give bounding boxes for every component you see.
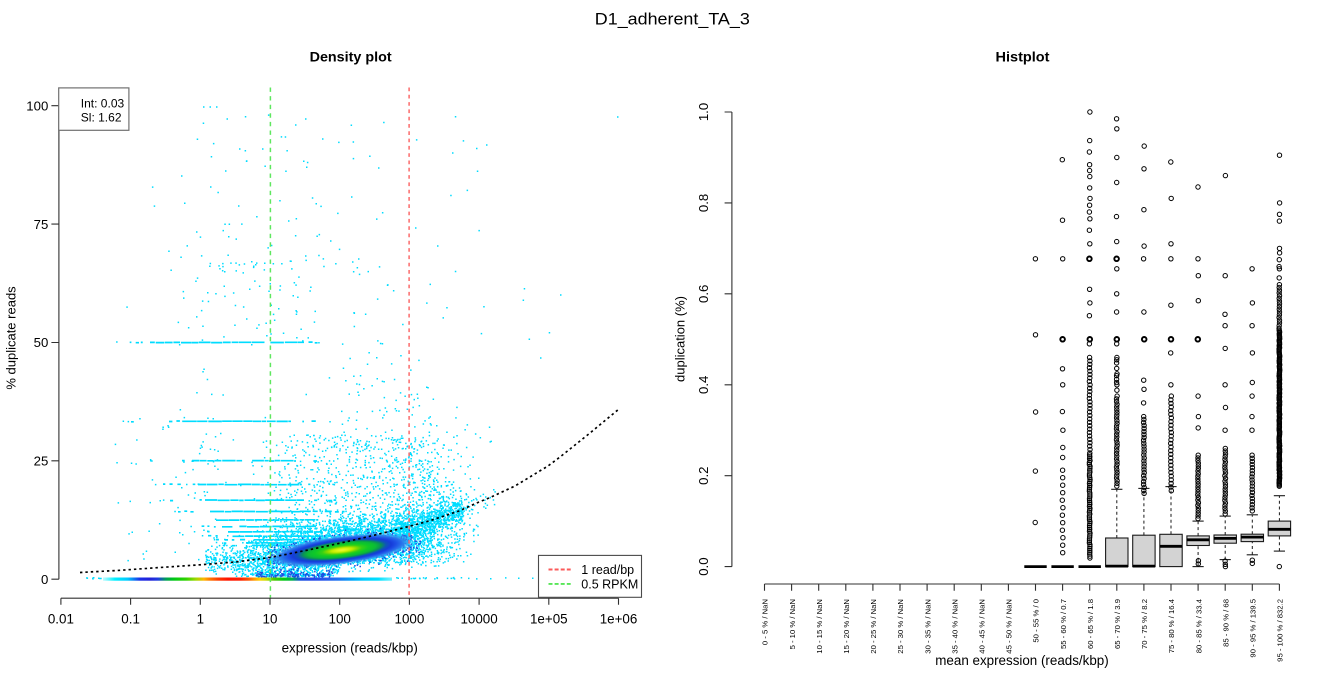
svg-text:65 - 70 % / 3.9: 65 - 70 % / 3.9 bbox=[1113, 599, 1122, 649]
svg-text:% duplicate reads: % duplicate reads bbox=[4, 286, 19, 390]
svg-text:5 - 10 % / NaN: 5 - 10 % / NaN bbox=[788, 599, 797, 649]
svg-text:25 - 30 % / NaN: 25 - 30 % / NaN bbox=[896, 599, 905, 654]
svg-text:75 - 80 % / 16.4: 75 - 80 % / 16.4 bbox=[1167, 598, 1176, 653]
svg-text:0.8: 0.8 bbox=[696, 194, 711, 212]
svg-text:1e+05: 1e+05 bbox=[530, 612, 568, 627]
svg-text:0.2: 0.2 bbox=[696, 467, 711, 485]
svg-text:95 - 100 % / 832.2: 95 - 100 % / 832.2 bbox=[1276, 599, 1285, 662]
svg-text:0.01: 0.01 bbox=[48, 612, 74, 627]
svg-text:0.4: 0.4 bbox=[696, 376, 711, 394]
svg-text:1e+06: 1e+06 bbox=[600, 612, 638, 627]
svg-text:50 - 55 % / 0: 50 - 55 % / 0 bbox=[1032, 599, 1041, 643]
svg-text:50: 50 bbox=[34, 335, 49, 350]
svg-text:100: 100 bbox=[26, 98, 48, 113]
svg-text:35 - 40 % / NaN: 35 - 40 % / NaN bbox=[950, 599, 959, 654]
svg-text:30 - 35 % / NaN: 30 - 35 % / NaN bbox=[923, 599, 932, 654]
svg-text:Histplot: Histplot bbox=[996, 49, 1050, 65]
svg-text:60 - 65 % / 1.8: 60 - 65 % / 1.8 bbox=[1086, 599, 1095, 649]
svg-text:70 - 75 % / 8.2: 70 - 75 % / 8.2 bbox=[1140, 599, 1149, 649]
svg-text:80 - 85 % / 33.4: 80 - 85 % / 33.4 bbox=[1194, 598, 1203, 653]
svg-text:40 - 45 % / NaN: 40 - 45 % / NaN bbox=[978, 599, 987, 654]
svg-text:expression (reads/kbp): expression (reads/kbp) bbox=[282, 641, 418, 656]
svg-text:10: 10 bbox=[263, 612, 278, 627]
svg-text:0.1: 0.1 bbox=[121, 612, 140, 627]
svg-text:0 - 5 % / NaN: 0 - 5 % / NaN bbox=[761, 599, 770, 645]
svg-text:0.6: 0.6 bbox=[696, 285, 711, 303]
svg-text:10000: 10000 bbox=[460, 612, 497, 627]
svg-text:Sl: 1.62: Sl: 1.62 bbox=[81, 111, 122, 125]
svg-text:0.0: 0.0 bbox=[696, 557, 711, 575]
svg-text:85 - 90 % / 68: 85 - 90 % / 68 bbox=[1221, 599, 1230, 647]
svg-text:10 - 15 % / NaN: 10 - 15 % / NaN bbox=[815, 599, 824, 654]
svg-text:1 read/bp: 1 read/bp bbox=[581, 563, 634, 577]
svg-text:1: 1 bbox=[197, 612, 204, 627]
svg-text:25: 25 bbox=[34, 454, 49, 469]
svg-text:0.5 RPKM: 0.5 RPKM bbox=[581, 577, 638, 591]
svg-text:55 - 60 % / 0.7: 55 - 60 % / 0.7 bbox=[1059, 599, 1068, 649]
svg-text:100: 100 bbox=[329, 612, 351, 627]
svg-text:Density plot: Density plot bbox=[310, 49, 392, 65]
svg-text:45 - 50 % / NaN: 45 - 50 % / NaN bbox=[1005, 599, 1014, 654]
svg-text:Int: 0.03: Int: 0.03 bbox=[81, 96, 125, 110]
svg-text:D1_adherent_TA_3: D1_adherent_TA_3 bbox=[595, 11, 750, 29]
svg-text:mean expression (reads/kbp): mean expression (reads/kbp) bbox=[935, 653, 1108, 668]
svg-text:90 - 95 % / 139.5: 90 - 95 % / 139.5 bbox=[1249, 599, 1258, 658]
svg-text:20 - 25 % / NaN: 20 - 25 % / NaN bbox=[869, 599, 878, 654]
svg-text:75: 75 bbox=[34, 217, 49, 232]
svg-text:1000: 1000 bbox=[395, 612, 425, 627]
svg-text:0: 0 bbox=[41, 572, 48, 587]
svg-text:1.0: 1.0 bbox=[696, 103, 711, 121]
svg-text:duplication (%): duplication (%) bbox=[673, 296, 688, 382]
svg-text:15 - 20 % / NaN: 15 - 20 % / NaN bbox=[842, 599, 851, 654]
